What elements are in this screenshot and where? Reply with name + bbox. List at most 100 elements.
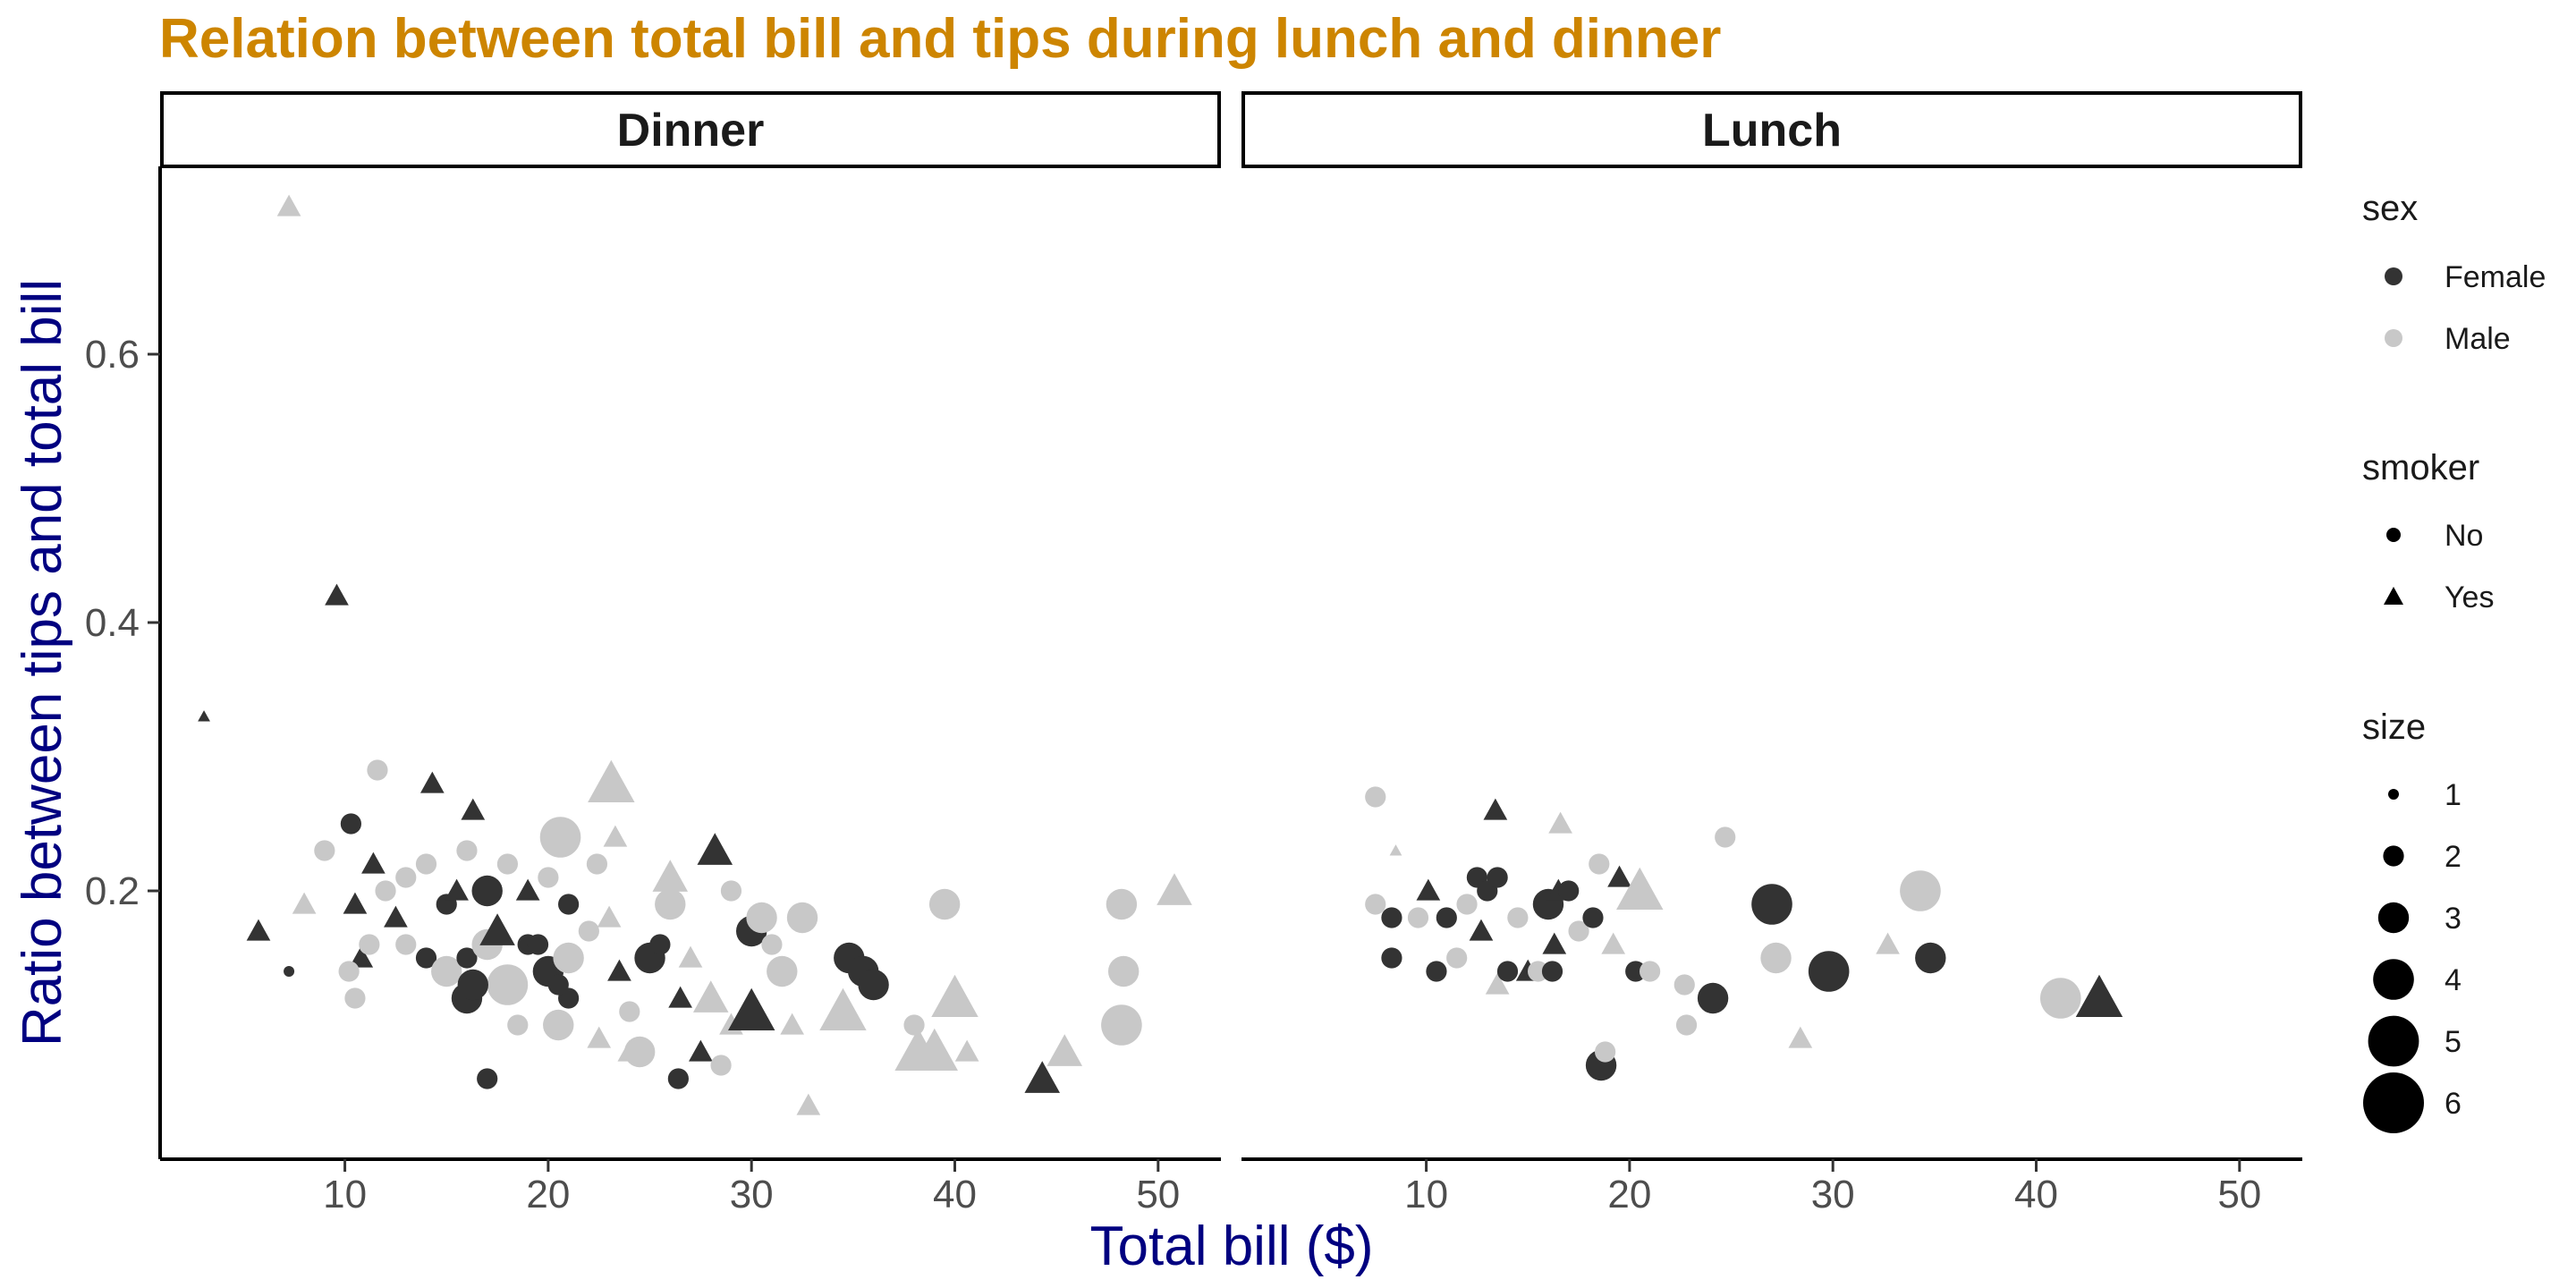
strip-label-dinner: Dinner (617, 105, 765, 157)
data-point-lunch-39 (1697, 982, 1729, 1014)
data-point-dinner-31 (344, 987, 366, 1009)
data-point-lunch-16 (1485, 972, 1510, 995)
data-point-dinner-12 (603, 825, 628, 847)
data-point-dinner-5 (292, 892, 317, 914)
data-point-dinner-24 (515, 878, 540, 901)
x-tick-label-lunch-30: 30 (1811, 1173, 1855, 1216)
data-point-dinner-22 (471, 875, 503, 907)
data-point-dinner-80 (911, 1028, 958, 1071)
data-point-lunch-40 (1715, 826, 1736, 848)
data-point-dinner-59 (667, 1068, 689, 1089)
data-point-dinner-93 (547, 974, 569, 996)
data-point-lunch-7 (1426, 961, 1447, 982)
data-point-dinner-58 (668, 986, 692, 1008)
data-point-dinner-30 (338, 961, 360, 982)
data-point-dinner-7 (340, 813, 361, 835)
legend-key-no (2386, 528, 2401, 542)
legend-title-sex: sex (2362, 189, 2418, 228)
data-point-dinner-17 (375, 880, 396, 902)
data-point-lunch-49 (2075, 974, 2123, 1017)
data-point-dinner-90 (477, 1068, 498, 1089)
data-point-dinner-65 (720, 880, 742, 902)
data-point-dinner-13 (697, 833, 733, 865)
strip-lunch-box (1241, 91, 2302, 168)
legend-size-keys: 1 2 3 4 5 6 (2363, 778, 2462, 1133)
x-tick-label-lunch-40: 40 (2014, 1173, 2058, 1216)
data-point-dinner-94 (457, 969, 488, 1001)
data-point-lunch-12 (1469, 919, 1494, 941)
data-point-dinner-56 (655, 888, 686, 920)
strip-dinner-box (160, 91, 1221, 168)
data-point-dinner-48 (587, 1026, 612, 1048)
data-point-dinner-18 (395, 867, 417, 888)
legend: sex Female Male smoker No Yes size 1 2 3 4 5… (2362, 189, 2546, 1133)
data-point-lunch-15 (1487, 867, 1508, 888)
data-point-dinner-83 (954, 1039, 979, 1062)
y-tick-label-0.4: 0.4 (85, 601, 140, 645)
data-point-dinner-70 (767, 955, 798, 987)
legend-label-no: No (2445, 519, 2483, 553)
legend-key-size-1 (2388, 789, 2399, 800)
data-point-lunch-29 (1589, 853, 1610, 875)
legend-key-size-3 (2377, 902, 2410, 934)
data-point-lunch-46 (1900, 870, 1941, 911)
data-point-lunch-10 (1456, 894, 1478, 915)
chart-title: Relation between total bill and tips dur… (159, 8, 1722, 70)
data-point-dinner-28 (343, 892, 368, 914)
data-point-dinner-25 (538, 867, 559, 888)
data-point-dinner-23 (496, 853, 519, 875)
strip-label-lunch: Lunch (1702, 105, 1842, 157)
legend-key-male (2385, 329, 2402, 347)
legend-title-smoker: smoker (2362, 448, 2479, 487)
data-point-lunch-28 (1582, 907, 1604, 928)
data-point-dinner-10 (461, 798, 486, 820)
legend-key-size-6 (2363, 1072, 2424, 1133)
data-point-dinner-55 (649, 934, 671, 955)
data-point-lunch-26 (1558, 880, 1580, 902)
data-point-dinner-2 (325, 583, 349, 606)
data-point-dinner-37 (456, 947, 478, 969)
x-tick-label-dinner-10: 10 (323, 1173, 367, 1216)
data-point-dinner-88 (1101, 1004, 1142, 1046)
data-point-dinner-6 (314, 840, 335, 861)
y-tick-label-0.6: 0.6 (85, 333, 140, 377)
data-point-dinner-77 (858, 969, 889, 1001)
data-point-lunch-0 (1365, 786, 1386, 808)
data-point-dinner-71 (780, 1013, 804, 1035)
data-point-lunch-36 (1640, 961, 1661, 982)
legend-label-male: Male (2445, 322, 2511, 356)
legend-label-size-2: 2 (2445, 840, 2462, 874)
x-tick-label-dinner-20: 20 (526, 1173, 570, 1216)
data-point-lunch-2 (1381, 907, 1402, 928)
data-point-dinner-82 (931, 974, 979, 1017)
data-point-dinner-15 (586, 853, 608, 875)
panel-dinner (198, 194, 1192, 1115)
data-point-lunch-22 (1541, 961, 1563, 982)
legend-label-size-4: 4 (2445, 963, 2462, 997)
legend-label-yes: Yes (2445, 580, 2494, 614)
data-point-dinner-0 (276, 194, 301, 216)
data-point-dinner-60 (678, 945, 703, 968)
y-tick-label-0.2: 0.2 (85, 869, 140, 913)
data-point-dinner-4 (284, 966, 295, 977)
legend-label-female: Female (2445, 260, 2546, 294)
data-point-dinner-19 (415, 853, 437, 875)
data-point-lunch-33 (1607, 865, 1631, 887)
data-point-dinner-11 (588, 759, 635, 802)
data-point-dinner-47 (578, 920, 599, 942)
legend-key-yes (2384, 587, 2403, 605)
x-axis-title: Total bill ($) (1090, 1216, 1374, 1277)
x-tick-label-dinner-40: 40 (933, 1173, 977, 1216)
x-ticks-lunch: 10 20 30 40 50 (1404, 1159, 2261, 1216)
data-point-dinner-72 (786, 902, 818, 934)
data-point-lunch-25 (1548, 811, 1572, 834)
x-tick-label-dinner-30: 30 (730, 1173, 774, 1216)
data-point-lunch-9 (1446, 947, 1468, 969)
data-point-dinner-41 (507, 1014, 529, 1036)
data-point-lunch-4 (1389, 844, 1402, 856)
data-point-dinner-73 (796, 1093, 821, 1115)
data-point-dinner-21 (456, 840, 478, 861)
legend-label-size-1: 1 (2445, 778, 2462, 812)
data-point-lunch-44 (1808, 951, 1850, 992)
